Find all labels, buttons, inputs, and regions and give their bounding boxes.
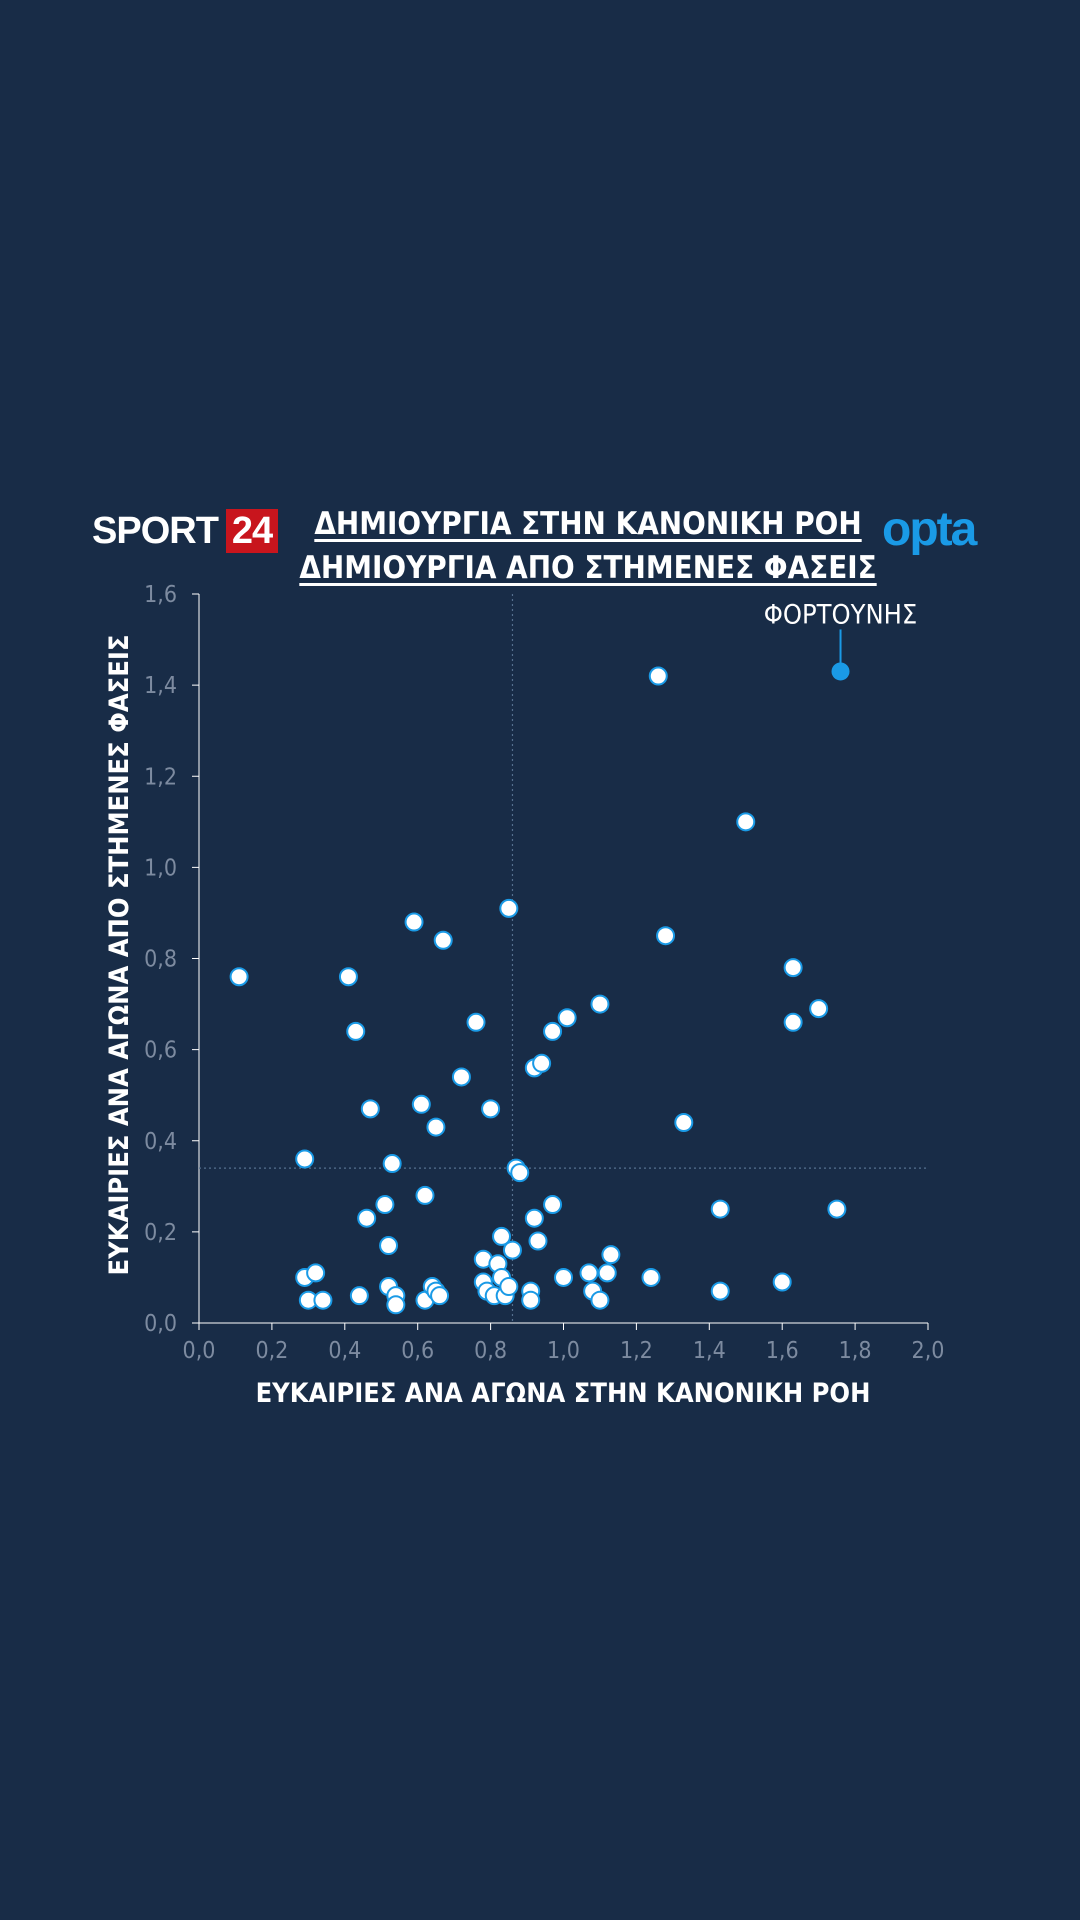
scatter-point [524, 1208, 544, 1228]
scatter-point [411, 1094, 431, 1114]
chart-subtitle: ΔΗΜΙΟΥΡΓΙΑ ΑΠΟ ΣΤΗΜΕΝΕΣ ΦΑΣΕΙΣ [299, 550, 877, 586]
y-tick-label: 1,6 [144, 582, 177, 608]
scatter-point [466, 1012, 486, 1032]
scatter-point [597, 1263, 617, 1283]
scatter-point [528, 1231, 548, 1251]
data-points [229, 666, 847, 1315]
scatter-point [783, 958, 803, 978]
scatter-point [557, 1008, 577, 1028]
sport24-logo-number: 24 [225, 509, 279, 553]
sport24-logo-word: SPORT [92, 510, 219, 552]
scatter-point [543, 1021, 563, 1041]
x-tick-label: 1,8 [839, 1338, 872, 1364]
highlighted-player: ΦΟΡΤΟΥΝΗΣ [764, 599, 917, 681]
scatter-point [379, 1236, 399, 1256]
x-axis-label: ΕΥΚΑΙΡΙΕΣ ΑΝΑ ΑΓΩΝΑ ΣΤΗΝ ΚΑΝΟΝΙΚΗ ΡΟΗ [256, 1378, 871, 1409]
scatter-point [426, 1117, 446, 1137]
axes [198, 594, 928, 1324]
x-tick-label: 1,6 [766, 1338, 799, 1364]
scatter-point [360, 1099, 380, 1119]
reference-lines [199, 594, 928, 1323]
x-tick-label: 0,0 [183, 1338, 216, 1364]
scatter-point [590, 994, 610, 1014]
scatter-point [415, 1185, 435, 1205]
scatter-point [674, 1113, 694, 1133]
scatter-point [502, 1240, 522, 1260]
scatter-point [827, 1199, 847, 1219]
scatter-point [656, 926, 676, 946]
y-axis-label: ΕΥΚΑΙΡΙΕΣ ΑΝΑ ΑΓΩΝΑ ΑΠΟ ΣΤΗΜΕΝΕΣ ΦΑΣΕΙΣ [104, 635, 135, 1276]
scatter-point [648, 666, 668, 686]
scatter-point [313, 1290, 333, 1310]
y-tick-label: 1,0 [144, 855, 177, 881]
y-tick-label: 0,0 [144, 1311, 177, 1337]
x-tick-label: 0,4 [328, 1338, 361, 1364]
scatter-point [306, 1263, 326, 1283]
x-tick-label: 1,2 [620, 1338, 653, 1364]
scatter-point [772, 1272, 792, 1292]
scatter-point [601, 1245, 621, 1265]
chart-title: ΔΗΜΙΟΥΡΓΙΑ ΣΤΗΝ ΚΑΝΟΝΙΚΗ ΡΟΗ [314, 506, 862, 542]
scatter-point [554, 1267, 573, 1287]
scatter-point [349, 1286, 369, 1306]
tick-labels: 0,0 0,2 0,4 0,6 0,8 1,0 1,2 1,4 1,6 1,8 2,0 0,0 0,2 0… [144, 582, 944, 1364]
highlight-point [831, 662, 850, 681]
scatter-point [499, 898, 519, 918]
scatter-point [433, 930, 453, 950]
scatter-point [338, 967, 358, 987]
x-tick-label: 0,2 [255, 1338, 288, 1364]
scatter-point [510, 1163, 530, 1183]
scatter-point [809, 999, 829, 1019]
x-tick-label: 2,0 [912, 1338, 945, 1364]
scatter-point [382, 1154, 402, 1174]
y-tick-label: 0,8 [144, 947, 177, 973]
highlight-label: ΦΟΡΤΟΥΝΗΣ [764, 599, 917, 630]
scatter-point [641, 1267, 661, 1287]
scatter-point [532, 1053, 552, 1073]
y-tick-label: 0,6 [144, 1038, 177, 1064]
x-tick-label: 1,0 [547, 1338, 580, 1364]
y-tick-label: 1,4 [144, 673, 177, 699]
scatter-point [404, 912, 424, 932]
scatter-point [451, 1067, 471, 1087]
scatter-point [579, 1263, 599, 1283]
scatter-point [295, 1149, 315, 1169]
scatter-point [357, 1208, 377, 1228]
scatter-point [492, 1226, 512, 1246]
x-tick-label: 0,6 [401, 1338, 434, 1364]
scatter-point [375, 1195, 395, 1215]
scatter-point [346, 1021, 366, 1041]
x-tick-label: 1,4 [693, 1338, 726, 1364]
scatter-point [736, 812, 756, 832]
y-tick-label: 1,2 [144, 764, 177, 790]
scatter-point [430, 1286, 450, 1306]
scatter-point [499, 1277, 519, 1297]
y-tick-label: 0,4 [144, 1129, 177, 1155]
scatter-point [783, 1012, 803, 1032]
sport24-logo: SPORT 24 [92, 507, 279, 555]
scatter-point [710, 1281, 730, 1301]
scatter-point [229, 967, 249, 987]
scatter-point [386, 1295, 406, 1315]
scatter-point [481, 1099, 501, 1119]
scatter-point [521, 1290, 541, 1310]
y-tick-label: 0,2 [144, 1220, 177, 1246]
scatter-point [543, 1195, 563, 1215]
scatter-point [710, 1199, 730, 1219]
scatter-point [590, 1290, 610, 1310]
opta-logo: opta [882, 503, 977, 556]
x-tick-label: 0,8 [474, 1338, 507, 1364]
